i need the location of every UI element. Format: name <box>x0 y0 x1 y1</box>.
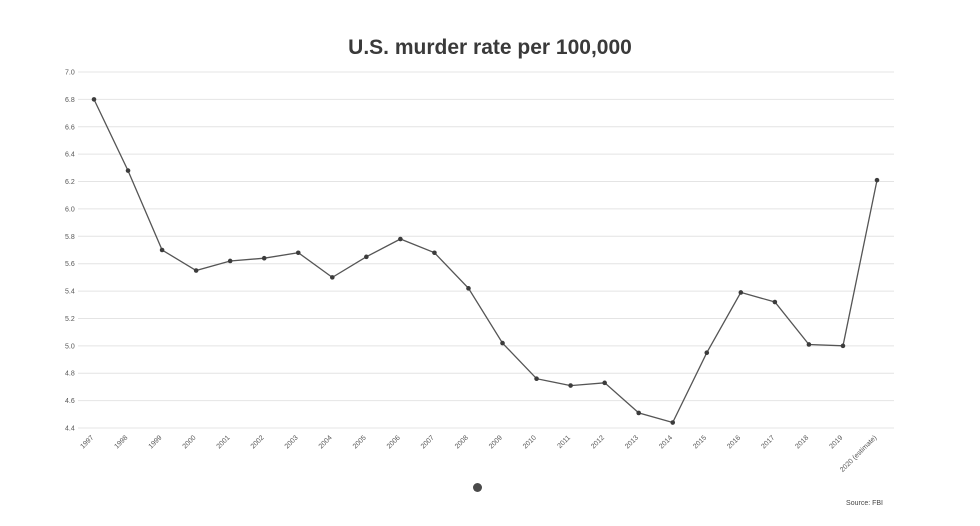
x-tick-label: 2011 <box>556 434 572 450</box>
x-axis-tick-labels: 1997 1998 1999 2000 2001 2002 2003 2004 2005 2006… <box>79 434 878 473</box>
x-tick-label: 2006 <box>386 434 402 450</box>
x-tick-label: 2005 <box>352 434 368 450</box>
data-point-2018[interactable] <box>806 342 812 347</box>
data-point-2001[interactable] <box>227 258 233 264</box>
x-tick-label: 1997 <box>79 434 95 450</box>
carousel-pager-dot[interactable] <box>473 483 482 492</box>
x-tick-label: 2004 <box>318 434 334 450</box>
x-tick-label: 2000 <box>182 434 198 450</box>
x-tick-label: 2009 <box>488 434 504 450</box>
grid-lines <box>78 71 894 429</box>
data-point-2010[interactable] <box>534 376 539 382</box>
data-point-2002[interactable] <box>261 255 267 261</box>
x-tick-label: 2012 <box>590 434 606 450</box>
data-point-1997[interactable] <box>91 97 97 102</box>
y-axis-tick-labels: 7.0 6.8 6.6 6.4 6.2 6.0 5.8 5.6 5.4 5.2 5.0 4.8 4.6 4… <box>65 70 75 433</box>
data-point-2017[interactable] <box>772 299 778 305</box>
x-tick-label: 2016 <box>726 434 742 450</box>
x-tick-label: 2003 <box>284 434 300 450</box>
y-tick-label: 6.6 <box>65 124 75 131</box>
data-point-2011[interactable] <box>568 383 573 388</box>
data-point-2016[interactable] <box>738 290 744 295</box>
source-note: Source: FBI <box>846 500 883 507</box>
data-point-2004[interactable] <box>330 275 335 280</box>
x-tick-label: 2020 (estimate) <box>839 434 878 473</box>
x-tick-label: 1998 <box>113 434 129 450</box>
y-tick-label: 5.2 <box>65 316 75 323</box>
x-tick-label: 2002 <box>250 434 266 450</box>
x-tick-label: 1999 <box>148 434 164 450</box>
x-tick-label: 2008 <box>454 434 470 450</box>
y-tick-label: 6.0 <box>65 206 75 213</box>
y-tick-label: 5.4 <box>65 289 75 296</box>
x-tick-label: 2001 <box>216 434 232 450</box>
data-point-1998[interactable] <box>125 168 131 173</box>
data-point-2013[interactable] <box>636 410 641 416</box>
data-point-2008[interactable] <box>466 286 471 291</box>
data-point-1999[interactable] <box>159 247 165 253</box>
data-point-2015[interactable] <box>704 350 710 355</box>
x-tick-label: 2013 <box>624 434 640 450</box>
chart-title: U.S. murder rate per 100,000 <box>348 36 632 59</box>
x-tick-label: 2018 <box>794 434 810 450</box>
y-tick-label: 6.8 <box>65 97 75 104</box>
data-point-2012[interactable] <box>602 380 607 386</box>
x-tick-label: 2014 <box>658 434 674 450</box>
murder-rate-line <box>93 99 878 424</box>
y-tick-label: 6.4 <box>65 152 75 159</box>
y-tick-label: 6.2 <box>65 179 75 186</box>
data-point-2000[interactable] <box>193 268 199 273</box>
data-point-2014[interactable] <box>670 420 676 425</box>
y-tick-label: 4.8 <box>65 371 75 378</box>
y-tick-label: 5.0 <box>65 343 75 350</box>
y-tick-label: 7.0 <box>65 70 75 77</box>
y-tick-label: 4.4 <box>65 426 75 433</box>
y-tick-label: 4.6 <box>65 398 75 405</box>
data-points <box>91 97 880 425</box>
data-point-2009[interactable] <box>500 340 505 346</box>
data-point-2020[interactable] <box>874 177 880 183</box>
y-tick-label: 5.8 <box>65 234 75 241</box>
x-tick-label: 2010 <box>522 434 538 450</box>
data-point-2005[interactable] <box>364 254 369 260</box>
data-point-2006[interactable] <box>398 236 403 242</box>
x-tick-label: 2019 <box>828 434 844 450</box>
data-point-2019[interactable] <box>840 343 846 349</box>
x-tick-label: 2017 <box>760 434 776 450</box>
x-tick-label: 2007 <box>420 434 436 450</box>
data-point-2007[interactable] <box>432 250 437 256</box>
y-tick-label: 5.6 <box>65 261 75 268</box>
data-point-2003[interactable] <box>295 250 301 256</box>
x-tick-label: 2015 <box>692 434 708 450</box>
